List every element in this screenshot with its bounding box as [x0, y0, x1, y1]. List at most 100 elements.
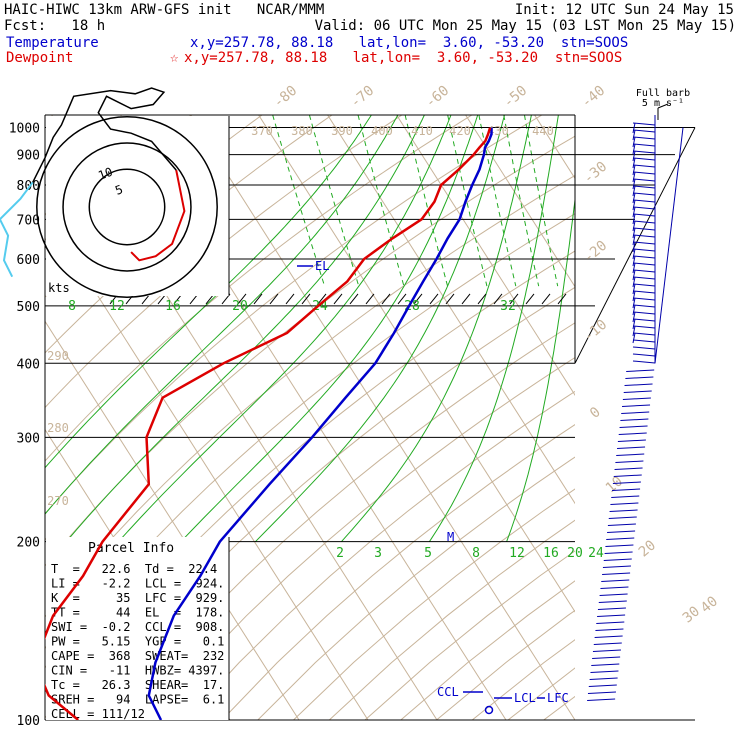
wind-barb-tick — [632, 255, 636, 267]
isotherm-line — [0, 115, 23, 720]
mixing-ratio-line — [503, 115, 540, 287]
wind-barb — [588, 684, 617, 687]
wind-barb — [609, 509, 638, 512]
moist-adiabat-label: 12 — [109, 299, 125, 314]
hodograph-units-label: kts — [48, 281, 70, 295]
wind-barb — [599, 593, 628, 596]
wind-barb-staff — [654, 127, 684, 364]
dry-adiabat-label: 270 — [47, 494, 69, 508]
freezing-level-hatch — [365, 293, 375, 305]
ccl-label: CCL — [437, 685, 459, 699]
dry-adiabat-label: 400 — [371, 124, 393, 138]
parcel-info-background — [46, 537, 229, 720]
wind-barb — [632, 171, 656, 175]
wind-barb — [621, 411, 650, 414]
wind-barb-tick — [632, 129, 636, 141]
wind-barb-tick — [632, 304, 636, 316]
wind-barb-tick — [632, 192, 636, 204]
wind-barb — [611, 495, 640, 498]
freezing-level-hatch — [557, 293, 567, 305]
freezing-level-hatch — [413, 293, 423, 305]
isotherm-label: -40 — [579, 83, 609, 112]
parcel-info-row: CIN = -11 HWBZ= 4397. — [51, 664, 224, 678]
wind-barb — [632, 206, 656, 210]
hodograph-trace-mid — [32, 87, 177, 183]
wind-barb — [592, 656, 621, 659]
isotherm-line — [258, 115, 575, 613]
isotherm-label: -30 — [581, 159, 611, 188]
pressure-tick-label: 200 — [17, 536, 40, 551]
wind-barb — [632, 283, 656, 287]
wind-barb — [600, 586, 629, 589]
wind-barb — [632, 122, 656, 126]
wind-barb-tick — [632, 136, 636, 148]
dry-adiabat-line — [45, 115, 473, 462]
wind-barb — [622, 397, 651, 400]
moist-adiabat-line — [428, 115, 559, 542]
hodograph-ring-label: 5 — [113, 182, 125, 198]
wind-barb — [601, 579, 630, 582]
freezing-level-hatch — [349, 293, 359, 305]
wind-barb — [632, 157, 656, 161]
wind-barb-tick — [632, 290, 636, 302]
valid-time: Valid: 06 UTC Mon 25 May 15 (03 LST Mon … — [314, 18, 736, 34]
freezing-level-hatch — [301, 293, 311, 305]
moist-adiabat-line — [341, 115, 532, 543]
wind-barb-tick — [632, 325, 636, 337]
wind-barb — [598, 600, 627, 603]
dry-adiabat-line — [580, 115, 740, 720]
wind-barb — [623, 390, 652, 393]
wind-barb — [604, 551, 633, 554]
pressure-tick-label: 500 — [17, 300, 40, 315]
freezing-level-hatch — [397, 293, 407, 305]
wind-barb — [632, 248, 656, 252]
mixing-ratio-label: 2 — [336, 546, 344, 561]
freezing-level-hatch — [285, 293, 295, 305]
wind-barb — [622, 404, 651, 407]
wind-barb — [632, 234, 656, 238]
wind-barb — [619, 425, 648, 428]
wind-barb-tick — [632, 143, 636, 155]
moist-adiabat-label: 24 — [312, 299, 328, 314]
wind-barb — [632, 199, 656, 203]
isotherm-label: 20 — [636, 537, 659, 560]
isotherm-line — [604, 115, 740, 720]
dry-adiabat-line — [471, 639, 575, 720]
freezing-level-hatch — [493, 293, 503, 305]
freezing-level-hatch — [509, 293, 519, 305]
hodograph-trace-low — [130, 169, 186, 262]
moist-adiabat-line — [506, 195, 575, 542]
forecast-hour: Fcst: 18 h — [4, 18, 106, 34]
dry-adiabat-line — [45, 213, 575, 669]
dewpoint-legend-star-icon: ☆ — [170, 50, 179, 66]
wind-barb-tick — [632, 150, 636, 162]
dry-adiabat-line — [543, 695, 575, 720]
wind-barb-tick — [632, 318, 636, 330]
title-left: HAIC-HIWC 13km ARW-GFS init NCAR/MMM — [4, 2, 325, 18]
wind-barb — [632, 150, 656, 154]
hodograph-ring-label: 10 — [96, 165, 114, 183]
wind-barb-tick — [632, 332, 636, 344]
moist-adiabat-label: 20 — [232, 299, 248, 314]
wind-barb — [632, 353, 656, 357]
wind-barb — [597, 614, 626, 617]
temperature-legend-info: x,y=257.78, 88.18 lat,lon= 3.60, -53.20 … — [190, 35, 629, 51]
wind-barb — [607, 523, 636, 526]
pressure-tick-label: 600 — [17, 253, 40, 268]
isotherm-label: -50 — [501, 83, 531, 112]
wind-barb — [632, 262, 656, 266]
wind-barb — [591, 663, 620, 666]
moist-adiabat-line — [118, 115, 452, 543]
dry-adiabat-line — [364, 550, 575, 720]
mixing-ratio-line — [447, 115, 488, 287]
wind-barb — [632, 325, 656, 329]
wind-barb — [626, 369, 655, 372]
parcel-info-row: PW = 5.15 YGP = 0.1 — [51, 635, 224, 649]
mixing-ratio-label: 5 — [424, 546, 432, 561]
wind-barb-tick — [632, 178, 636, 190]
parcel-info-row: CAPE = 368 SWEAT= 232 — [51, 649, 224, 663]
mixing-ratio-label: 16 — [543, 546, 559, 561]
wind-barb-tick — [632, 276, 636, 288]
wind-barb — [632, 178, 656, 182]
